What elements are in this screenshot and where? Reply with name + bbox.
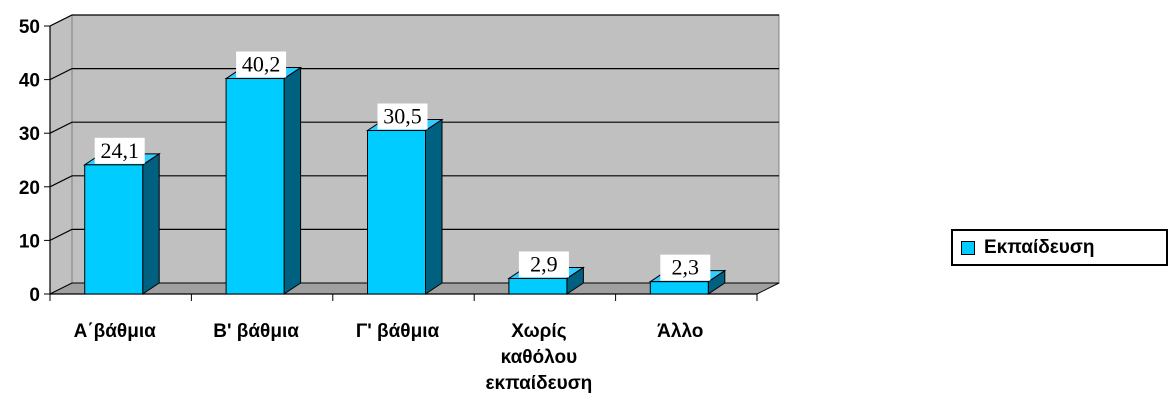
bar-side: [142, 152, 160, 295]
bar: [83, 152, 161, 295]
y-tick-label: 40: [19, 71, 40, 92]
y-tick-label: 0: [29, 285, 40, 306]
bar: [224, 66, 303, 295]
data-label: 2,3: [660, 254, 711, 281]
y-tick-label: 10: [19, 231, 40, 252]
bar-front: [367, 130, 426, 295]
bar: [365, 118, 444, 295]
bar-side: [425, 118, 443, 295]
data-label-box: [660, 254, 711, 281]
data-label-box: [377, 103, 428, 130]
bar-front: [84, 164, 144, 295]
y-axis: 0 10 20 30 40 50: [19, 17, 51, 306]
gridlines: [49, 14, 779, 241]
legend-label: Εκπαίδευση: [984, 236, 1095, 258]
y-tick-label: 20: [19, 178, 40, 199]
data-label-text: 2,3: [672, 255, 700, 280]
gridline: [49, 228, 779, 241]
x-tick-label: Α΄βάθμια: [74, 321, 156, 342]
side-wall: [49, 14, 73, 295]
gridline: [49, 67, 779, 81]
data-label-box: [236, 51, 287, 78]
legend-swatch: [961, 240, 975, 255]
bar-side: [283, 66, 302, 295]
legend: Εκπαίδευση: [951, 229, 1168, 266]
bar-front: [508, 277, 568, 295]
x-axis: Α΄βάθμια Β' βάθμια Γ' βάθμια Χωρίς καθόλου εκ…: [49, 293, 758, 394]
data-label: 24,1: [94, 137, 145, 164]
x-tick-label: Χωρίς καθόλου εκπαίδευση: [486, 321, 593, 394]
x-tick-label: Γ' βάθμια: [356, 321, 440, 342]
x-tick-label: Β' βάθμια: [213, 321, 299, 342]
data-label-text: 30,5: [383, 104, 422, 129]
data-label: 30,5: [377, 103, 428, 130]
gridline: [49, 14, 779, 27]
data-label-text: 2,9: [530, 251, 558, 276]
data-label: 2,9: [518, 251, 569, 278]
data-label-box: [94, 137, 145, 164]
data-label-text: 24,1: [100, 138, 139, 163]
gridline: [49, 121, 779, 134]
y-tick-label: 50: [19, 17, 40, 38]
data-label: 40,2: [236, 51, 287, 78]
y-tick-label: 30: [19, 124, 40, 145]
data-label-text: 40,2: [242, 52, 281, 77]
data-label-box: [518, 251, 569, 278]
x-tick-label: Άλλο: [657, 321, 703, 342]
gridline: [49, 175, 779, 188]
bar-front: [649, 281, 709, 295]
bar-front: [225, 78, 285, 295]
bars: 24,1 40,2 30,5 2,9 2,3: [83, 51, 727, 295]
